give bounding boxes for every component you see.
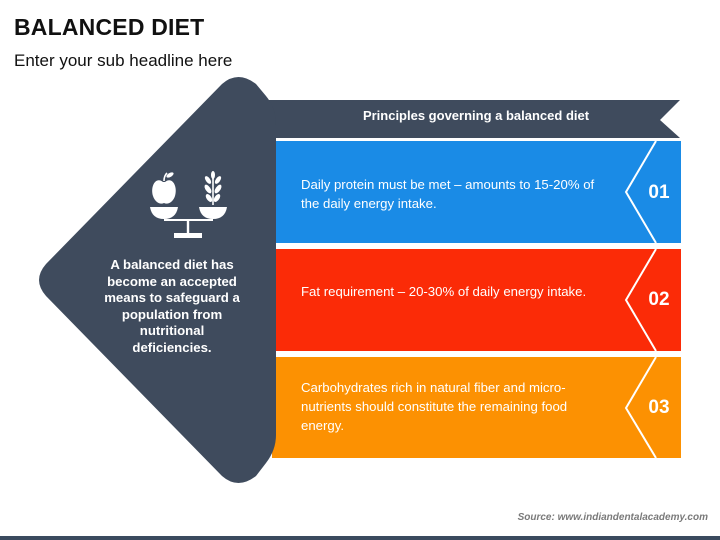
row-band-1 bbox=[272, 140, 681, 244]
header-ribbon bbox=[268, 100, 680, 138]
slide-subtitle: Enter your sub headline here bbox=[14, 51, 233, 70]
row-2-text: Fat requirement – 20-30% of daily energy… bbox=[301, 284, 587, 299]
slide-title: BALANCED DIET bbox=[14, 14, 205, 40]
row-1-number: 01 bbox=[648, 182, 670, 203]
header-title: Principles governing a balanced diet bbox=[362, 108, 590, 123]
row-1-text: Daily protein must be met – amounts to 1… bbox=[301, 177, 595, 211]
source-note: Source: www.indiandentalacademy.com bbox=[517, 512, 708, 523]
row-2-number: 02 bbox=[648, 289, 670, 310]
balance-scale-icon bbox=[150, 171, 227, 238]
row-band-2 bbox=[272, 248, 681, 352]
bottom-bar bbox=[0, 536, 720, 540]
left-panel-text: A balanced diet has become an accepted m… bbox=[104, 257, 240, 355]
row-3-text: Carbohydrates rich in natural fiber and … bbox=[301, 380, 568, 433]
row-band-3 bbox=[272, 356, 681, 459]
row-3-number: 03 bbox=[648, 397, 670, 418]
